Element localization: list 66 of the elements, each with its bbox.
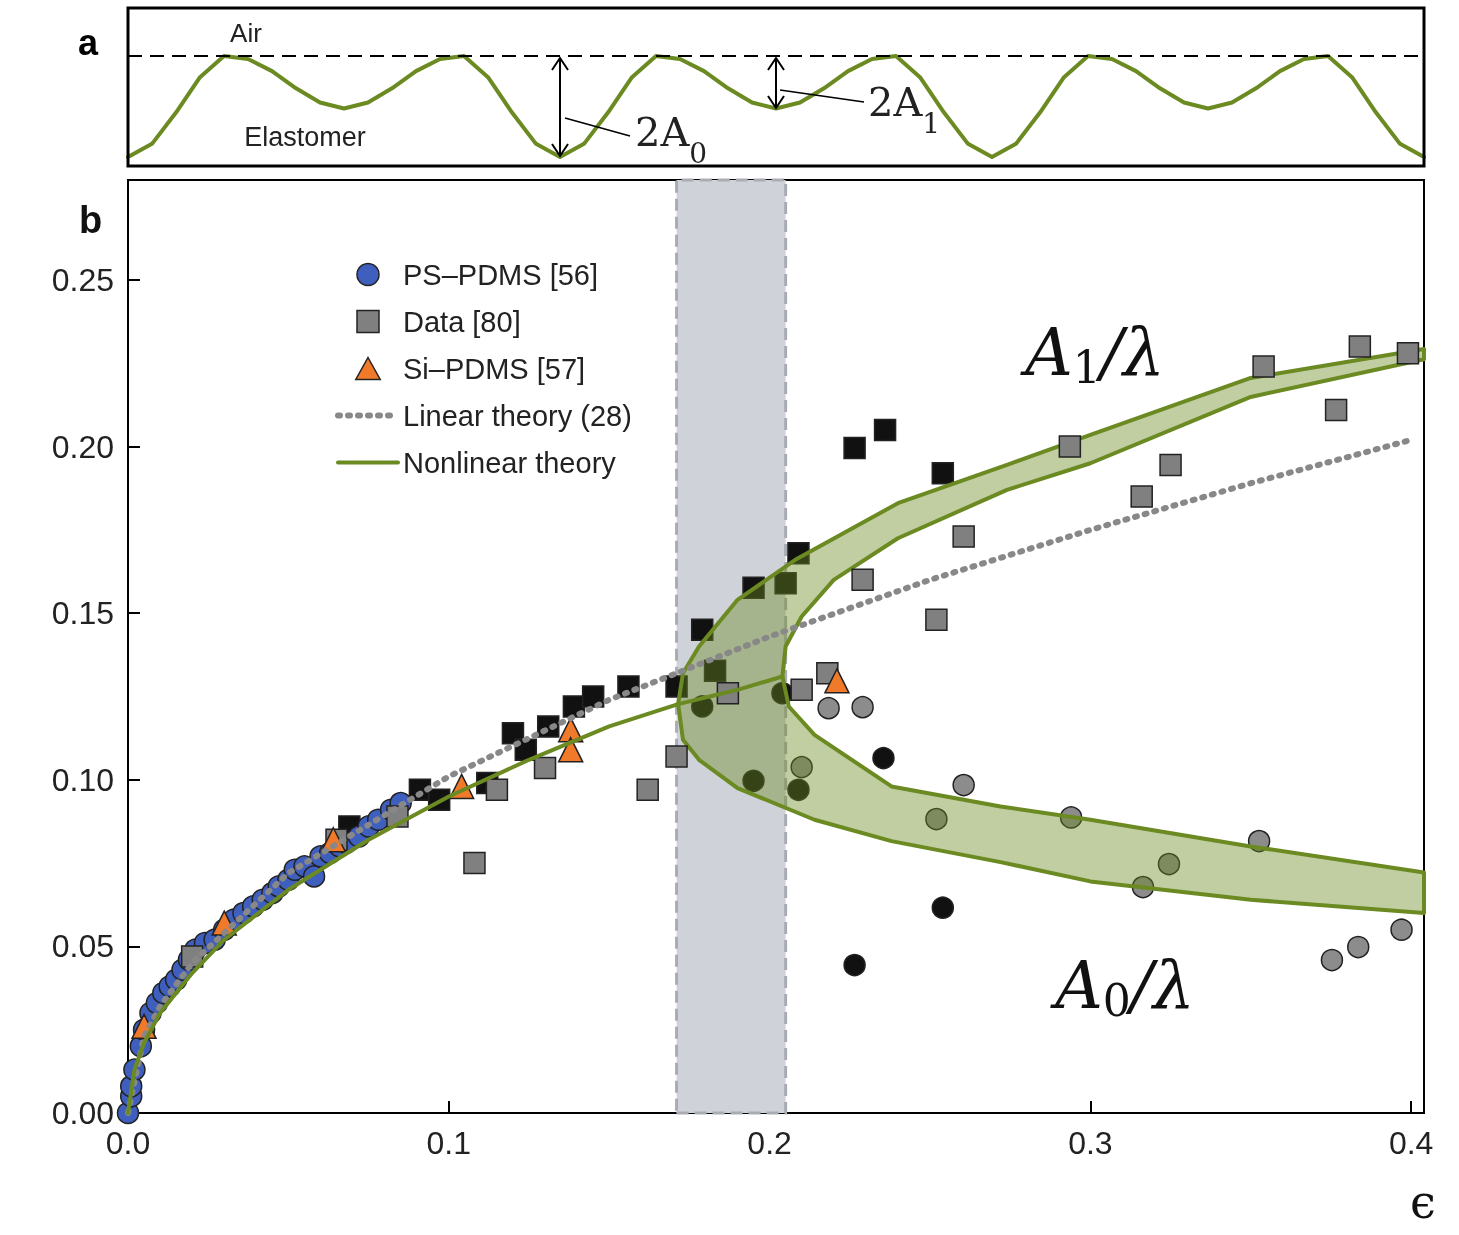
point: [790, 755, 813, 779]
point: [1347, 935, 1370, 959]
point: [690, 618, 714, 642]
point: [787, 778, 810, 802]
point: [851, 568, 874, 592]
point: [1324, 398, 1348, 422]
point: [817, 696, 840, 720]
point: [581, 685, 605, 708]
y-tick-label: 0.15: [51, 595, 114, 632]
legend-label: PS–PDMS [56]: [403, 258, 599, 291]
text: Air: [230, 18, 263, 48]
point: [485, 778, 509, 802]
point: [873, 418, 897, 442]
x-tick-label: 0.3: [1068, 1125, 1113, 1161]
point: [851, 695, 874, 719]
point: [665, 675, 688, 698]
point: [872, 746, 895, 770]
point: [790, 678, 813, 702]
point: [703, 659, 727, 683]
point: [952, 525, 975, 548]
annotation: 2A$_{0}$: [635, 109, 708, 170]
point: [1247, 829, 1271, 853]
annotation: 2A$_{1}$: [868, 79, 941, 140]
y-tick-label: 0.05: [51, 928, 114, 965]
point: [636, 778, 659, 802]
point: [1252, 355, 1275, 378]
point: [774, 571, 797, 595]
point: [1390, 918, 1413, 941]
point: [824, 668, 850, 694]
point: [952, 773, 975, 797]
x-tick-label: 0.2: [747, 1125, 792, 1161]
point: [1131, 875, 1155, 899]
legend-label: Nonlinear theory: [403, 446, 617, 479]
point: [931, 896, 955, 919]
point: [1130, 485, 1153, 508]
point: [742, 576, 765, 600]
point: [1396, 342, 1420, 365]
y-tick-label: 0.25: [51, 261, 114, 298]
point: [1320, 948, 1344, 972]
legend-label: Linear theory (28): [403, 399, 632, 432]
point: [925, 608, 948, 632]
point: [925, 807, 948, 831]
point: [665, 745, 688, 768]
text: b: [79, 199, 103, 241]
legend-label: Data [80]: [403, 305, 521, 338]
y-tick-label: 0.20: [51, 428, 114, 465]
point: [533, 756, 557, 780]
legend-label: Si–PDMS [57]: [403, 352, 586, 385]
x-tick-label: 0.1: [426, 1125, 472, 1161]
point: [557, 737, 584, 763]
chart-title: a: [78, 22, 99, 63]
point: [931, 461, 955, 485]
point: [843, 436, 866, 460]
point: [463, 851, 486, 875]
point: [1159, 453, 1182, 477]
point: [787, 541, 810, 565]
point: [1059, 806, 1083, 829]
x-axis-title: ϵ: [1410, 1175, 1436, 1229]
point: [1157, 852, 1181, 876]
x-tick-label: 0.4: [1388, 1125, 1434, 1161]
point: [1348, 335, 1372, 358]
point: [843, 953, 866, 977]
annotation: Elastomer: [244, 122, 366, 152]
point: [742, 769, 765, 793]
point: [1058, 435, 1082, 458]
y-tick-label: 0.10: [51, 761, 114, 798]
